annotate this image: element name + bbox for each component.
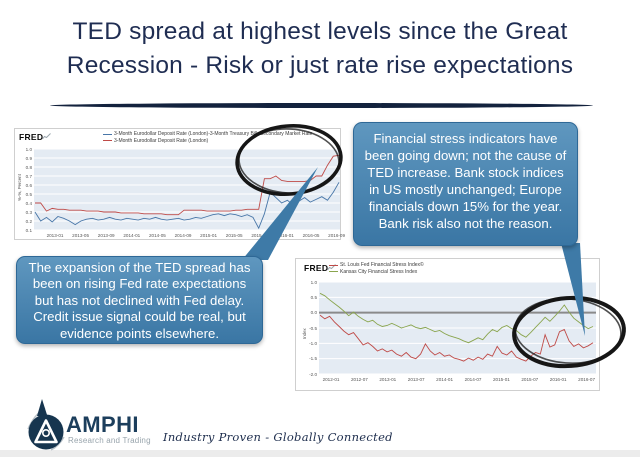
callout-right: Financial stress indicators have been go… — [353, 122, 578, 246]
x-tick-label: 2015-07 — [521, 377, 539, 382]
x-tick-label: 2012-07 — [350, 377, 368, 382]
chart-legend: St. Louis Fed Financial Stress Index© Kan… — [329, 262, 424, 275]
x-tick-label: 2016-05 — [302, 233, 320, 238]
legend-label: 3-Month Eurodollar Deposit Rate (London)… — [114, 131, 313, 138]
y-tick-label: 0.5 — [25, 191, 32, 197]
y-tick-label: 1.0 — [25, 146, 32, 152]
x-tick-label: 2015-05 — [225, 233, 243, 238]
fred-logo-chart-icon — [42, 133, 51, 140]
fred-logo: FRED — [19, 132, 44, 142]
footer-tagline: Industry Proven - Globally Connected — [163, 430, 393, 444]
callout-left: The expansion of the TED spread has been… — [16, 256, 263, 344]
x-tick-label: 2015-01 — [492, 377, 510, 382]
y-tick-label: -1.5 — [309, 356, 317, 362]
legend-swatch — [103, 140, 112, 142]
title-divider — [50, 103, 593, 108]
legend-item: 3-Month Eurodollar Deposit Rate (London)… — [103, 131, 312, 138]
y-tick-label: 0.3 — [25, 209, 32, 215]
amphi-brand-text: AMPHI — [66, 412, 139, 437]
callout-left-text: The expansion of the TED spread has been… — [28, 260, 251, 341]
legend-item: St. Louis Fed Financial Stress Index© — [329, 262, 424, 269]
y-tick-label: 0.1 — [25, 227, 32, 233]
y-tick-label: 0.9 — [25, 155, 32, 161]
y-tick-label: 0.2 — [25, 218, 32, 224]
y-tick-label: -0.5 — [309, 325, 317, 331]
x-tick-label: 2013-01 — [379, 377, 397, 382]
slide-title: TED spread at highest levels since the G… — [0, 15, 640, 83]
y-tick-label: 0.4 — [25, 200, 32, 206]
fred-chart-ted-spread: FRED 3-Month Eurodollar Deposit Rate (Lo… — [14, 128, 345, 240]
slide-title-line2: Recession - Risk or just rate rise expec… — [66, 52, 574, 79]
x-tick-label: 2013-09 — [97, 233, 115, 238]
legend-label: 3-Month Eurodollar Deposit Rate (London) — [114, 137, 209, 144]
y-tick-label: 0.6 — [25, 182, 32, 188]
plot-area — [34, 149, 340, 230]
amphi-logo-icon — [27, 399, 65, 451]
chart-legend: 3-Month Eurodollar Deposit Rate (London)… — [103, 131, 312, 144]
y-tick-label: 0.5 — [310, 294, 317, 300]
callout-right-text: Financial stress indicators have been go… — [364, 131, 567, 231]
fred-logo-chart-icon — [327, 264, 336, 271]
x-tick-label: 2014-05 — [148, 233, 166, 238]
legend-item: Kansas City Financial Stress Index — [329, 269, 424, 276]
x-tick-label: 2013-07 — [407, 377, 425, 382]
legend-label: St. Louis Fed Financial Stress Index© — [340, 262, 424, 269]
bottom-strip — [0, 450, 640, 457]
x-tick-label: 2016-09 — [328, 233, 346, 238]
y-tick-label: 1.0 — [310, 279, 317, 285]
x-tick-label: 2015-09 — [251, 233, 269, 238]
x-tick-label: 2014-01 — [436, 377, 454, 382]
y-tick-label: 0.8 — [25, 164, 32, 170]
x-tick-label: 2015-01 — [200, 233, 218, 238]
y-tick-label: 0.7 — [25, 173, 32, 179]
amphi-brand-subtext: Research and Trading — [68, 436, 151, 445]
legend-item: 3-Month Eurodollar Deposit Rate (London) — [103, 138, 312, 145]
fred-logo: FRED — [304, 263, 329, 273]
x-tick-label: 2014-07 — [464, 377, 482, 382]
fred-chart-financial-stress: FRED St. Louis Fed Financial Stress Inde… — [295, 258, 600, 391]
x-tick-label: 2014-09 — [174, 233, 192, 238]
y-tick-label: -1.0 — [309, 340, 317, 346]
x-tick-label: 2016-01 — [276, 233, 294, 238]
x-tick-label: 2016-07 — [578, 377, 596, 382]
plot-area — [319, 282, 596, 374]
x-tick-label: 2012-01 — [322, 377, 340, 382]
legend-swatch — [329, 264, 338, 266]
x-tick-label: 2013-05 — [72, 233, 90, 238]
legend-swatch — [329, 271, 338, 273]
x-tick-label: 2014-01 — [123, 233, 141, 238]
y-tick-label: -2.0 — [309, 371, 317, 377]
legend-swatch — [103, 133, 112, 135]
slide-title-line1: TED spread at highest levels since the G… — [72, 18, 568, 45]
legend-label: Kansas City Financial Stress Index — [340, 268, 418, 275]
y-tick-label: 0.0 — [310, 310, 317, 316]
x-tick-label: 2013-01 — [46, 233, 64, 238]
x-tick-label: 2016-01 — [549, 377, 567, 382]
